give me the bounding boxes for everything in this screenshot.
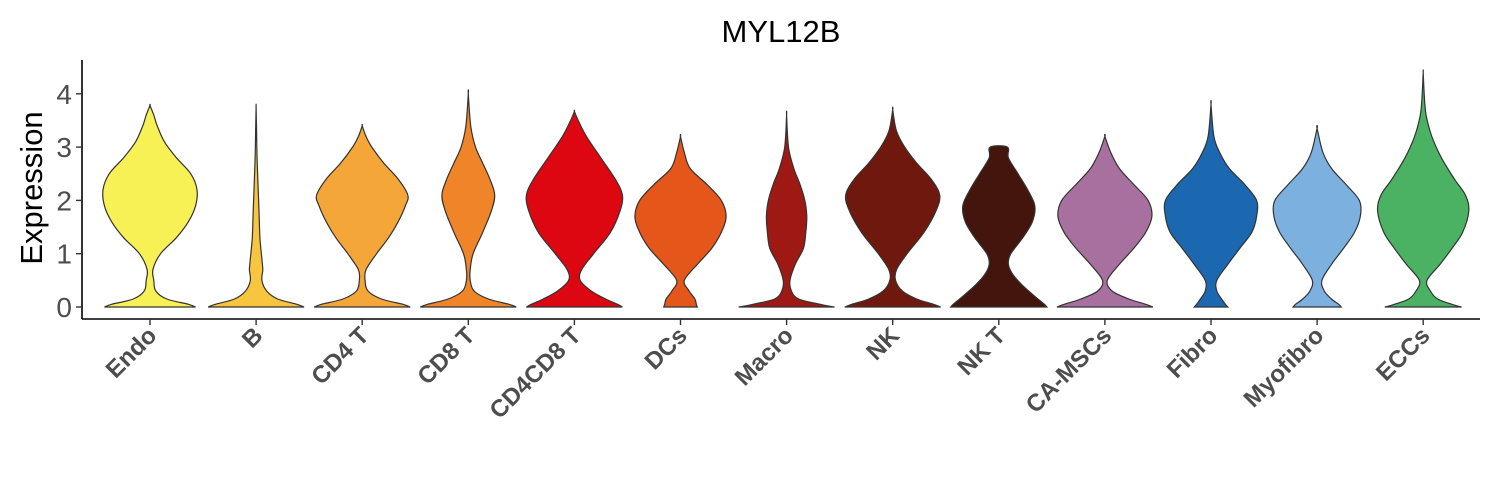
violin-macro — [738, 110, 835, 308]
violin-myofibro — [1272, 124, 1362, 308]
x-tick-label: Endo — [101, 322, 163, 384]
x-tick-label: NK — [861, 322, 905, 366]
violin-cd8-t — [420, 89, 517, 308]
x-tick-label: CD8 T — [412, 322, 480, 390]
x-tick-label: Myofibro — [1239, 322, 1330, 413]
y-axis-label: Expression — [14, 111, 49, 264]
y-tick-label: 3 — [56, 132, 72, 163]
x-tick-label: DCs — [640, 322, 693, 375]
x-tick-label: ECCs — [1371, 322, 1435, 386]
x-tick-label: CD4CD8 T — [485, 322, 587, 424]
violin-nk-t — [949, 145, 1049, 308]
violin-cd4cd8-t — [525, 109, 624, 308]
plot-area — [102, 69, 1470, 308]
violin-b — [207, 103, 305, 308]
violin-endo — [102, 103, 198, 308]
x-tick-label: CA-MSCs — [1021, 322, 1117, 418]
violin-nk — [844, 106, 941, 308]
y-tick-label: 4 — [56, 79, 72, 110]
y-tick-label: 0 — [56, 292, 72, 323]
violin-dcs — [634, 133, 727, 308]
violin-eccs — [1376, 69, 1470, 308]
x-tick-label: B — [237, 322, 268, 353]
x-axis-ticks: Endo B CD4 T CD8 T CD4CD8 T DCs Macro NK NK T CA-… — [101, 319, 1435, 424]
x-tick-label: CD4 T — [306, 322, 374, 390]
violin-cd4-t — [313, 123, 411, 308]
violin-ca-mscs — [1056, 133, 1154, 308]
y-axis-ticks: 0 1 2 3 4 — [56, 79, 82, 323]
x-tick-label: NK T — [952, 322, 1011, 381]
violin-fibro — [1163, 99, 1259, 308]
y-tick-label: 1 — [56, 239, 72, 270]
chart-title: MYL12B — [722, 14, 841, 49]
x-tick-label: Macro — [730, 322, 799, 391]
x-tick-label: Fibro — [1162, 322, 1224, 384]
y-tick-label: 2 — [56, 185, 72, 216]
